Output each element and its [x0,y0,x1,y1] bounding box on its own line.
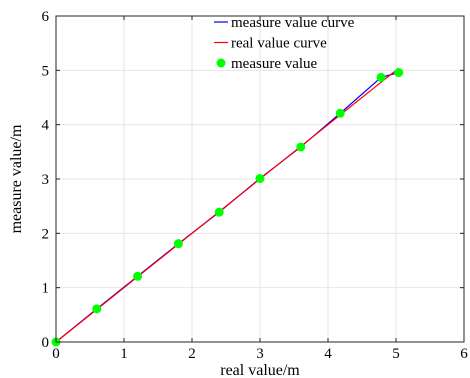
data-point [394,68,404,78]
x-tick-label: 2 [188,346,196,362]
data-point [376,72,386,82]
legend-swatch [216,58,226,68]
data-point [92,304,102,314]
data-point [133,271,143,281]
x-tick-label: 6 [460,346,468,362]
y-tick-label: 6 [42,9,50,25]
y-tick-label: 4 [42,118,50,134]
axis-ticks: 0 1 2 3 4 5 6 0 1 2 3 4 5 6 [42,9,469,362]
y-tick-label: 1 [42,281,50,297]
data-point [214,207,224,217]
data-point [296,142,306,152]
y-tick-label: 0 [42,335,50,351]
legend-label: real value curve [231,36,327,52]
legend: measure value curve real value curve measu… [214,15,355,72]
x-tick-label: 3 [256,346,264,362]
y-tick-label: 3 [42,172,50,188]
data-points [51,68,404,347]
data-point [255,173,265,183]
legend-label: measure value curve [231,15,355,31]
x-tick-label: 0 [52,346,60,362]
x-tick-label: 1 [120,346,128,362]
x-tick-label: 4 [324,346,332,362]
y-tick-label: 5 [42,63,50,79]
data-point [173,239,183,249]
y-axis-label: measure value/m [8,124,25,233]
x-tick-label: 5 [392,346,400,362]
x-axis-label: real value/m [220,362,300,378]
data-point [335,108,345,118]
legend-label: measure value [231,56,318,72]
y-tick-label: 2 [42,226,50,242]
